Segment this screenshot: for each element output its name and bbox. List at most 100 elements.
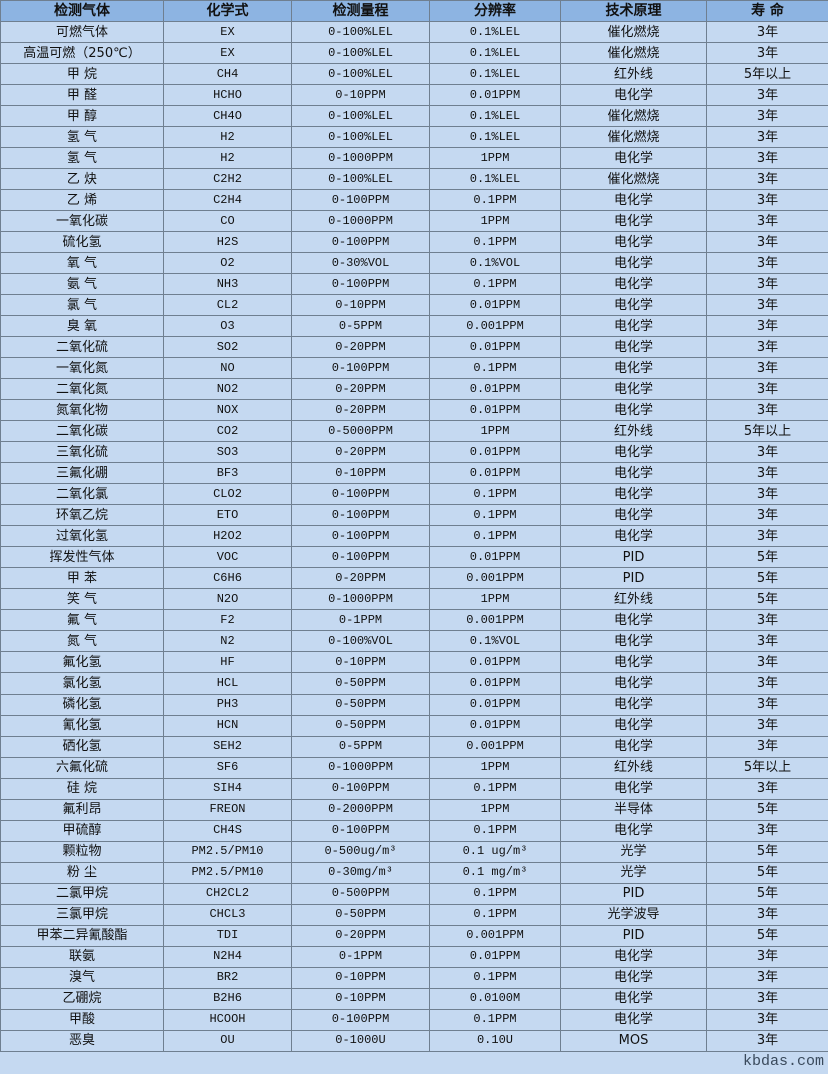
lifespan-cell: 3年 <box>706 504 828 527</box>
formula-cell: C2H4 <box>163 189 292 212</box>
lifespan-cell: 3年 <box>706 336 828 359</box>
resolution-cell: 0.1PPM <box>429 903 561 926</box>
table-row: 一氧化氮 NO 0-100PPM 0.1PPM 电化学 3年 <box>0 357 828 380</box>
lifespan-cell: 5年 <box>706 840 828 863</box>
principle-cell: 电化学 <box>560 147 707 170</box>
principle-cell: PID <box>560 546 707 569</box>
resolution-cell: 0.1%LEL <box>429 168 561 191</box>
range-cell: 0-50PPM <box>291 714 430 737</box>
range-cell: 0-100PPM <box>291 546 430 569</box>
principle-cell: 电化学 <box>560 735 707 758</box>
range-cell: 0-10PPM <box>291 651 430 674</box>
gas-name-cell: 氮 气 <box>0 630 164 653</box>
principle-cell: 红外线 <box>560 756 707 779</box>
table-row: 一氧化碳 CO 0-1000PPM 1PPM 电化学 3年 <box>0 210 828 233</box>
principle-cell: 催化燃烧 <box>560 126 707 149</box>
resolution-cell: 1PPM <box>429 210 561 233</box>
gas-name-cell: 氢 气 <box>0 147 164 170</box>
formula-cell: FREON <box>163 798 292 821</box>
gas-name-cell: 三氧化硫 <box>0 441 164 464</box>
resolution-cell: 0.001PPM <box>429 609 561 632</box>
formula-cell: H2 <box>163 147 292 170</box>
table-row: 二氯甲烷 CH2CL2 0-500PPM 0.1PPM PID 5年 <box>0 882 828 905</box>
table-row: 臭 氧 O3 0-5PPM 0.001PPM 电化学 3年 <box>0 315 828 338</box>
principle-cell: 电化学 <box>560 231 707 254</box>
table-row: 乙硼烷 B2H6 0-10PPM 0.0100M 电化学 3年 <box>0 987 828 1010</box>
formula-cell: NO2 <box>163 378 292 401</box>
formula-cell: H2S <box>163 231 292 254</box>
gas-name-cell: 甲酸 <box>0 1008 164 1031</box>
table-row: 氢 气 H2 0-1000PPM 1PPM 电化学 3年 <box>0 147 828 170</box>
formula-cell: H2 <box>163 126 292 149</box>
range-cell: 0-100%LEL <box>291 126 430 149</box>
table-row: 挥发性气体 VOC 0-100PPM 0.01PPM PID 5年 <box>0 546 828 569</box>
table-row: 氯 气 CL2 0-10PPM 0.01PPM 电化学 3年 <box>0 294 828 317</box>
table-row: 甲硫醇 CH4S 0-100PPM 0.1PPM 电化学 3年 <box>0 819 828 842</box>
header-formula: 化学式 <box>163 0 292 22</box>
lifespan-cell: 3年 <box>706 210 828 233</box>
table-row: 乙 烯 C2H4 0-100PPM 0.1PPM 电化学 3年 <box>0 189 828 212</box>
header-range: 检测量程 <box>291 0 430 22</box>
table-row: 粉 尘 PM2.5/PM10 0-30mg/m³ 0.1 mg/m³ 光学 5年 <box>0 861 828 884</box>
formula-cell: PM2.5/PM10 <box>163 861 292 884</box>
formula-cell: HF <box>163 651 292 674</box>
resolution-cell: 0.1PPM <box>429 504 561 527</box>
table-row: 甲 醛 HCHO 0-10PPM 0.01PPM 电化学 3年 <box>0 84 828 107</box>
resolution-cell: 0.1 ug/m³ <box>429 840 561 863</box>
resolution-cell: 0.01PPM <box>429 399 561 422</box>
range-cell: 0-100PPM <box>291 525 430 548</box>
range-cell: 0-20PPM <box>291 924 430 947</box>
formula-cell: F2 <box>163 609 292 632</box>
resolution-cell: 0.1PPM <box>429 357 561 380</box>
principle-cell: 光学波导 <box>560 903 707 926</box>
resolution-cell: 0.01PPM <box>429 546 561 569</box>
lifespan-cell: 5年以上 <box>706 756 828 779</box>
range-cell: 0-100PPM <box>291 273 430 296</box>
range-cell: 0-100PPM <box>291 777 430 800</box>
gas-name-cell: 氯化氢 <box>0 672 164 695</box>
gas-name-cell: 三氯甲烷 <box>0 903 164 926</box>
principle-cell: 电化学 <box>560 714 707 737</box>
gas-name-cell: 颗粒物 <box>0 840 164 863</box>
range-cell: 0-100%LEL <box>291 105 430 128</box>
principle-cell: 半导体 <box>560 798 707 821</box>
lifespan-cell: 3年 <box>706 1029 828 1053</box>
principle-cell: 电化学 <box>560 777 707 800</box>
formula-cell: C2H2 <box>163 168 292 191</box>
gas-name-cell: 甲 醛 <box>0 84 164 107</box>
principle-cell: 电化学 <box>560 651 707 674</box>
lifespan-cell: 3年 <box>706 315 828 338</box>
gas-name-cell: 联氨 <box>0 945 164 968</box>
lifespan-cell: 3年 <box>706 651 828 674</box>
principle-cell: 催化燃烧 <box>560 42 707 65</box>
principle-cell: 电化学 <box>560 399 707 422</box>
table-row: 六氟化硫 SF6 0-1000PPM 1PPM 红外线 5年以上 <box>0 756 828 779</box>
range-cell: 0-50PPM <box>291 903 430 926</box>
gas-name-cell: 二氧化氮 <box>0 378 164 401</box>
table-row: 氢 气 H2 0-100%LEL 0.1%LEL 催化燃烧 3年 <box>0 126 828 149</box>
resolution-cell: 0.1PPM <box>429 882 561 905</box>
principle-cell: 电化学 <box>560 336 707 359</box>
lifespan-cell: 3年 <box>706 966 828 989</box>
lifespan-cell: 3年 <box>706 20 828 44</box>
lifespan-cell: 3年 <box>706 777 828 800</box>
gas-name-cell: 三氟化硼 <box>0 462 164 485</box>
gas-name-cell: 臭 氧 <box>0 315 164 338</box>
range-cell: 0-100PPM <box>291 504 430 527</box>
lifespan-cell: 3年 <box>706 378 828 401</box>
header-lifespan: 寿 命 <box>706 0 828 22</box>
formula-cell: EX <box>163 42 292 65</box>
gas-name-cell: 笑 气 <box>0 588 164 611</box>
range-cell: 0-100PPM <box>291 1008 430 1031</box>
resolution-cell: 0.1PPM <box>429 273 561 296</box>
formula-cell: SO2 <box>163 336 292 359</box>
resolution-cell: 0.1%LEL <box>429 105 561 128</box>
formula-cell: O3 <box>163 315 292 338</box>
formula-cell: BF3 <box>163 462 292 485</box>
gas-name-cell: 过氧化氢 <box>0 525 164 548</box>
gas-name-cell: 高温可燃（250℃） <box>0 42 164 65</box>
range-cell: 0-10PPM <box>291 294 430 317</box>
table-row: 硫化氢 H2S 0-100PPM 0.1PPM 电化学 3年 <box>0 231 828 254</box>
resolution-cell: 0.1%VOL <box>429 252 561 275</box>
